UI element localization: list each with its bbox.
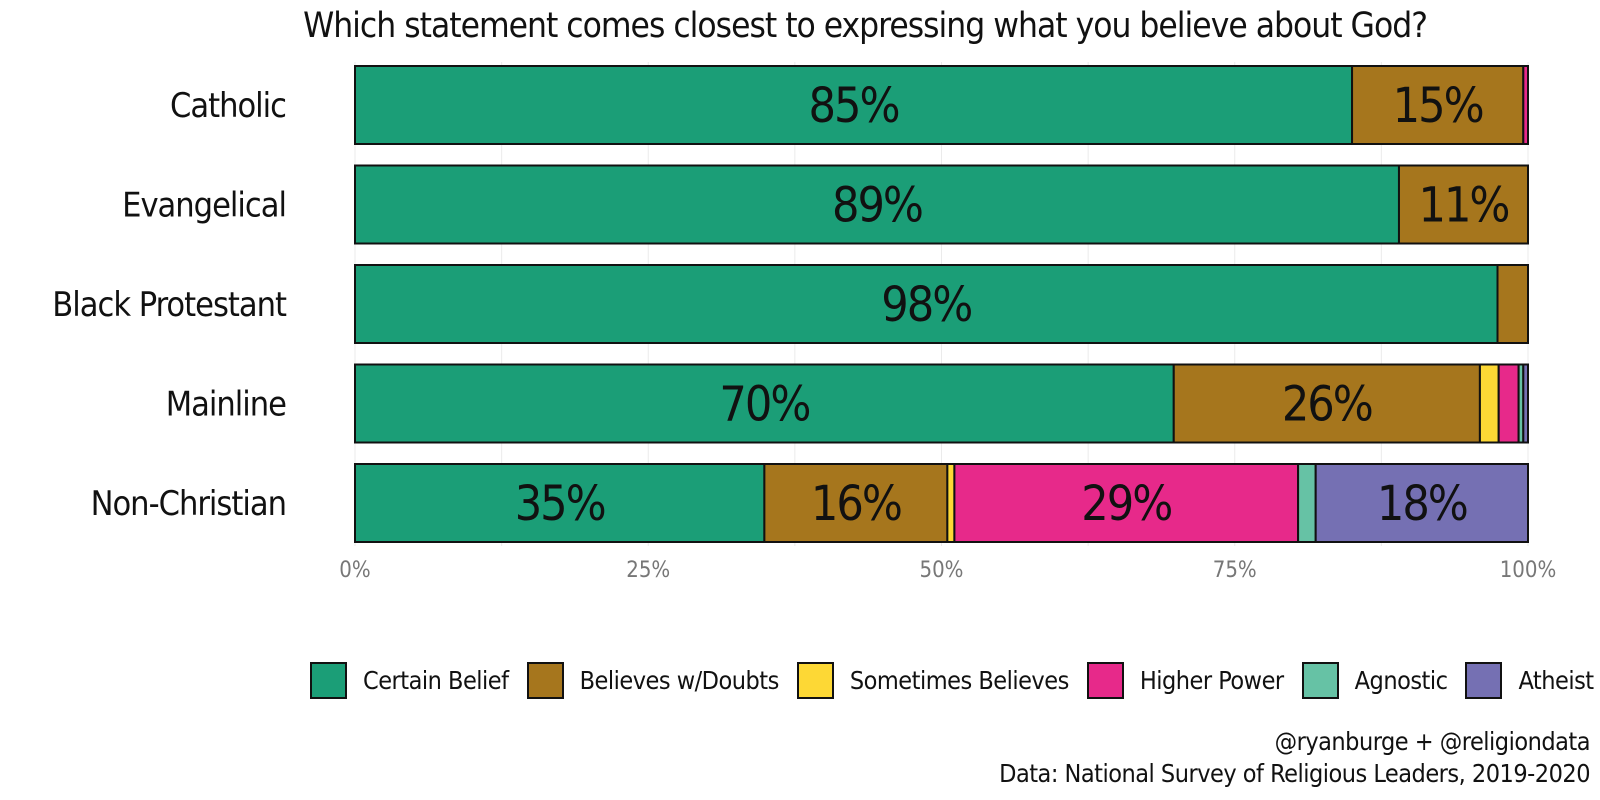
category-label: Evangelical — [122, 186, 286, 226]
legend-item: Atheist — [1465, 662, 1594, 699]
caption-source: Data: National Survey of Religious Leade… — [999, 759, 1590, 788]
legend-swatch — [1301, 662, 1339, 699]
legend-item: Certain Belief — [310, 662, 509, 699]
legend-swatch — [1086, 662, 1124, 699]
bar-data-label: 26% — [1282, 377, 1372, 433]
bar-segment — [763, 463, 949, 543]
bar-segment — [1172, 363, 1481, 444]
x-tick-label: 50% — [920, 558, 964, 583]
bar-segment — [354, 363, 1175, 444]
bar-segment — [1478, 363, 1500, 444]
bar-data-label: 16% — [811, 476, 901, 532]
category-label: Non-Christian — [91, 484, 286, 524]
legend-label: Sometimes Believes — [849, 666, 1069, 695]
legend-label: Atheist — [1518, 666, 1594, 695]
caption-credit: @ryanburge + @religiondata — [1274, 727, 1591, 756]
bar-segment — [1497, 363, 1520, 444]
bar-segment — [946, 463, 956, 543]
chart-title: Which statement comes closest to express… — [303, 6, 1428, 46]
bar-segment — [1397, 164, 1529, 245]
bar-segment — [354, 164, 1400, 245]
bar-data-label: 70% — [719, 377, 809, 433]
bar-data-label: 85% — [809, 78, 899, 134]
legend-swatch — [526, 662, 564, 699]
bar-segment — [354, 65, 1354, 145]
legend-item: Sometimes Believes — [796, 662, 1069, 699]
category-label: Catholic — [170, 86, 286, 126]
bar-data-label: 29% — [1081, 476, 1171, 532]
category-labels: Catholic Evangelical Black Protestant Mainl… — [52, 86, 288, 524]
bar-segment — [1496, 264, 1529, 344]
category-label: Black Protestant — [52, 285, 287, 325]
legend-swatch — [796, 662, 834, 699]
bar-segment — [1522, 65, 1529, 145]
bar-data-label: 89% — [832, 178, 922, 234]
bar-segment — [953, 463, 1300, 543]
x-tick-label: 0% — [339, 558, 370, 583]
bar-data-label: 11% — [1418, 178, 1508, 234]
bar-segment — [354, 264, 1499, 344]
bar-data-label: 15% — [1393, 78, 1483, 134]
bar-data-label: 35% — [515, 476, 605, 532]
x-tick-label: 100% — [1500, 558, 1557, 583]
legend-label: Higher Power — [1139, 666, 1284, 695]
bars: 85% 15% 89% 11% 98% 70% 26% 35% 16% 29% 18% — [354, 65, 1530, 543]
x-tick-label: 25% — [626, 558, 670, 583]
caption: @ryanburge + @religiondata Data: Nationa… — [999, 726, 1590, 790]
bar-segment — [1297, 463, 1317, 543]
bar-segment — [1522, 363, 1529, 444]
legend-swatch — [310, 662, 347, 699]
legend-item: Agnostic — [1301, 662, 1448, 699]
legend-item: Believes w/Doubts — [526, 662, 780, 699]
bar-segment — [354, 463, 766, 543]
bar-data-label: 18% — [1377, 476, 1467, 532]
legend-label: Certain Belief — [363, 666, 509, 695]
legend: Certain Belief Believes w/Doubts Sometimes… — [310, 662, 1600, 699]
x-tick-label: 75% — [1213, 558, 1257, 583]
bar-segment — [1314, 463, 1530, 543]
category-label: Mainline — [166, 385, 286, 425]
legend-label: Agnostic — [1354, 666, 1448, 695]
legend-swatch — [1465, 662, 1503, 699]
legend-label: Believes w/Doubts — [579, 666, 780, 695]
legend-item: Higher Power — [1086, 662, 1284, 699]
bar-data-label: 98% — [881, 277, 971, 333]
x-axis-ticks: 0% 25% 50% 75% 100% — [339, 558, 1556, 583]
